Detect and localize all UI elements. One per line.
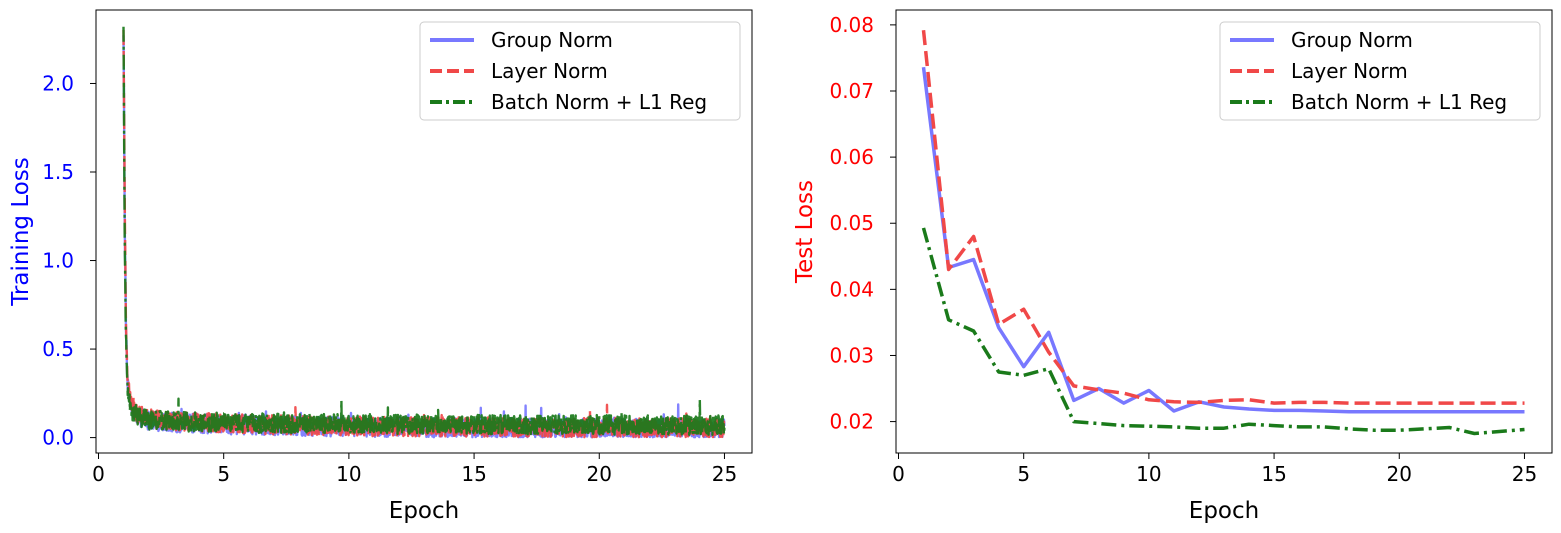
x-tick-label: 25 [1512,462,1537,486]
y-tick-label: 0.07 [829,79,874,103]
plot-area [122,26,726,439]
y-tick-label: 0.04 [829,277,874,301]
x-tick-label: 15 [1261,462,1286,486]
y-tick-label: 0.08 [829,13,874,37]
legend-label: Batch Norm + L1 Reg [1291,90,1507,114]
x-tick-label: 10 [1136,462,1161,486]
series-line-layer-norm [921,30,1525,405]
y-tick-label: 1.0 [42,249,74,273]
x-axis-label: Epoch [1189,498,1259,524]
x-tick-label: 25 [712,462,737,486]
legend-label: Batch Norm + L1 Reg [491,90,707,114]
x-tick-label: 10 [336,462,361,486]
x-tick-label: 15 [461,462,486,486]
axes-frame [895,9,1553,454]
legend-label: Group Norm [1291,28,1413,52]
x-tick-label: 20 [1387,462,1412,486]
series-line-group-norm [921,66,1525,414]
x-tick-label: 5 [217,462,230,486]
y-axis-label: Training Loss [8,157,34,307]
series-line-batch-norm-l1-reg [921,227,1525,436]
legend-label: Layer Norm [491,59,608,83]
y-tick-label: 0.03 [829,343,874,367]
y-tick-label: 2.0 [42,71,74,95]
x-tick-label: 0 [892,462,905,486]
chart-panel-1: 0 5 10 15 20 25 0.0 0.5 1.0 1.5 2.0 Epoch Training L… [8,9,753,524]
series-line-batch-norm-l1-reg [122,26,726,436]
y-tick-label: 0.02 [829,410,874,434]
plot-area [921,30,1525,436]
y-tick-label: 0.05 [829,211,874,235]
chart-panel-2: 0 5 10 15 20 25 0.02 0.03 0.04 0.05 0.06 0.07 0.08 Ep… [792,9,1553,524]
x-tick-label: 20 [587,462,612,486]
x-tick-label: 0 [92,462,105,486]
legend: Group Norm Layer Norm Batch Norm + L1 Reg [1219,21,1541,121]
x-axis-label: Epoch [389,498,459,524]
axes-frame [95,9,753,454]
y-tick-label: 0.0 [42,426,74,450]
y-tick-label: 0.5 [42,337,74,361]
legend-label: Layer Norm [1291,59,1408,83]
legend-label: Group Norm [491,28,613,52]
y-tick-label: 1.5 [42,160,74,184]
legend-box [1219,21,1541,121]
legend-box [419,21,741,121]
x-tick-label: 5 [1017,462,1030,486]
y-tick-label: 0.06 [829,145,874,169]
y-axis-label: Test Loss [792,180,818,284]
legend: Group Norm Layer Norm Batch Norm + L1 Reg [419,21,741,121]
